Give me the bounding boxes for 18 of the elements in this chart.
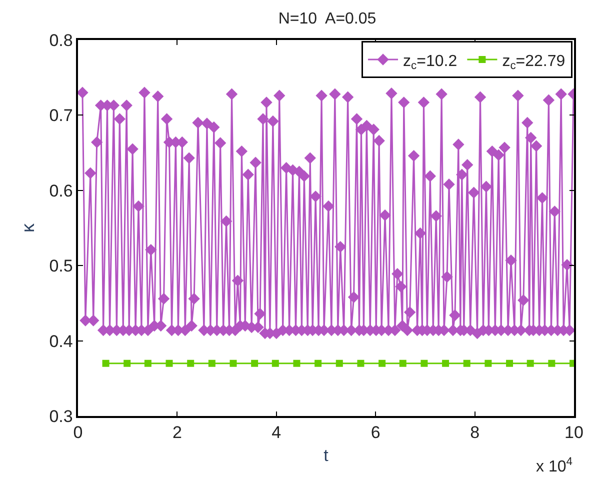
y-tick-label: 0.4 [49,332,73,351]
x-tick-label: 2 [172,423,182,442]
x-tick-label: 6 [370,423,380,442]
y-axis-title: κ [18,222,38,232]
chart-title: N=10 A=0.05 [278,10,376,28]
x-tick-label: 10 [564,423,584,442]
y-tick-label: 0.7 [49,106,73,126]
x-tick-label: 8 [470,423,480,442]
y-tick-label: 0.6 [49,181,73,200]
y-tick-label: 0.5 [49,256,73,276]
text: x 10$^{4}$ [536,456,572,476]
x-tick-label: 4 [272,423,282,442]
y-tick-label: 0.3 [49,406,73,426]
legend-label: z$_{c}$=10.2 [403,52,458,72]
legend-label: z$_{c}$=22.79 [502,52,566,72]
y-tick-label: 0.8 [49,30,73,50]
x-axis-title: t [324,446,329,466]
x-tick-label: 0 [73,423,83,442]
